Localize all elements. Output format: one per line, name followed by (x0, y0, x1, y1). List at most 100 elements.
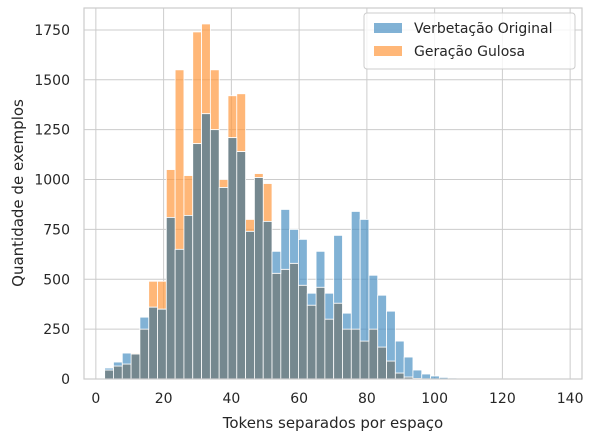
legend-label-original: Verbetação Original (414, 21, 553, 37)
bar-overlap (201, 113, 211, 380)
bar-original (280, 209, 291, 270)
x-tick-label: 100 (421, 391, 448, 407)
legend-swatch-greedy (374, 46, 402, 56)
bar-original (289, 229, 299, 264)
bar-overlap (342, 328, 352, 380)
bar-overlap (262, 221, 273, 380)
bar-original (113, 361, 123, 367)
legend-label-greedy: Geração Gulosa (414, 44, 525, 60)
y-tick-label: 250 (43, 322, 70, 338)
bar-original (298, 238, 308, 286)
legend-box (363, 12, 576, 70)
y-tick-label: 1000 (34, 173, 70, 189)
bar-overlap (394, 372, 405, 380)
bar-overlap (324, 318, 335, 380)
bar-overlap (192, 143, 202, 380)
bar-original (324, 292, 335, 320)
bar-overlap (386, 360, 396, 380)
bar-overlap (218, 187, 229, 380)
x-tick-label: 140 (557, 391, 584, 407)
bar-overlap (174, 248, 185, 380)
bar-greedy (148, 280, 158, 308)
bar-overlap (254, 177, 264, 380)
bar-overlap (377, 346, 387, 380)
bar-original (139, 316, 150, 330)
bar-greedy (165, 169, 176, 218)
x-tick-label: 80 (358, 391, 376, 407)
y-tick-label: 0 (61, 372, 70, 388)
bar-overlap (148, 306, 158, 380)
bar-greedy (157, 280, 167, 310)
bar-overlap (130, 353, 141, 380)
bar-overlap (298, 284, 308, 380)
bar-overlap (236, 151, 246, 380)
y-tick-label: 500 (43, 272, 70, 288)
bar-original (386, 310, 396, 362)
bar-greedy (218, 179, 229, 188)
bar-overlap (104, 369, 114, 380)
bar-original (359, 219, 370, 342)
bar-greedy (201, 23, 211, 115)
bar-greedy (183, 175, 194, 216)
bar-original (306, 292, 317, 306)
bar-original (368, 274, 379, 330)
y-tick-label: 1250 (34, 123, 70, 139)
plot-frame (83, 7, 583, 380)
bar-overlap (333, 302, 343, 380)
x-tick-label: 40 (222, 391, 240, 407)
bar-greedy (245, 219, 255, 232)
bar-greedy (236, 93, 246, 153)
bar-greedy (262, 183, 273, 222)
bar-original (421, 373, 431, 380)
bar-overlap (113, 365, 123, 380)
series-original-bars (104, 209, 528, 380)
bar-original (350, 211, 361, 330)
bar-overlap (245, 230, 255, 380)
x-tick-labels: 0 20 40 60 80 100 120 140 (91, 391, 583, 407)
bar-original (403, 356, 414, 378)
legend-swatch-original (374, 23, 402, 33)
bar-overlap (157, 308, 167, 380)
bar-overlap (227, 137, 238, 380)
bar-greedy (254, 173, 264, 178)
bar-overlap (289, 262, 299, 380)
bar-original (121, 352, 132, 365)
x-tick-label: 60 (290, 391, 308, 407)
bar-greedy (209, 69, 220, 131)
bar-original (315, 250, 326, 288)
legend: Verbetação Original Geração Gulosa (363, 12, 576, 70)
bar-overlap (183, 215, 194, 380)
y-tick-label: 1500 (34, 73, 70, 89)
bar-original (104, 367, 114, 371)
bar-overlap (139, 328, 150, 380)
bar-overlap (315, 286, 326, 380)
y-tick-labels: 0 250 500 750 1000 1250 1500 1750 (34, 23, 70, 388)
bar-greedy (227, 95, 238, 139)
y-axis-label: Quantidade de exemplos (9, 99, 27, 287)
x-tick-label: 20 (155, 391, 173, 407)
bar-greedy (174, 69, 185, 250)
x-axis-label: Tokens separados por espaço (222, 414, 443, 432)
bar-original (377, 294, 387, 348)
bar-original (333, 234, 343, 304)
series-overlap-bars (104, 113, 431, 380)
bar-overlap (368, 328, 379, 380)
bar-overlap (209, 129, 220, 380)
bar-overlap (280, 268, 291, 380)
x-tick-label: 0 (91, 391, 100, 407)
y-tick-label: 1750 (34, 23, 70, 39)
y-tick-label: 750 (43, 222, 70, 238)
bar-overlap (271, 272, 282, 380)
bar-greedy (192, 31, 202, 145)
bar-overlap (121, 363, 132, 380)
bar-original (394, 340, 405, 374)
bar-original (412, 369, 423, 379)
bar-overlap (165, 217, 176, 380)
bar-original (271, 250, 282, 274)
bar-overlap (359, 340, 370, 380)
bar-original (342, 312, 352, 330)
bar-overlap (350, 328, 361, 380)
bar-overlap (306, 304, 317, 380)
x-tick-label: 120 (489, 391, 516, 407)
